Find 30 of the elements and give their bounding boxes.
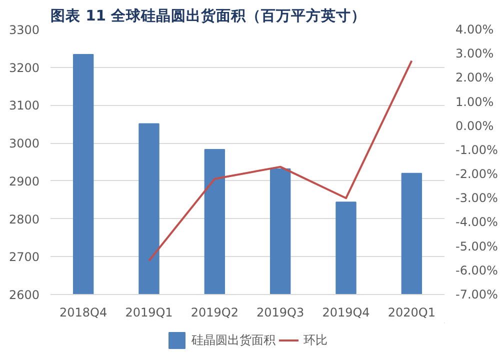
x-tick-label: 2019Q4 (322, 306, 370, 320)
y-tick-label: 2700 (8, 250, 40, 264)
legend-label: 硅晶圆出货面积 (192, 332, 276, 348)
y-tick-label: 3100 (8, 98, 40, 113)
x-tick-label: 2019Q2 (190, 306, 238, 320)
x-tick-label: 2019Q1 (125, 306, 173, 320)
y2-tick-label: -2.00% (456, 167, 498, 182)
y2-tick-label: 2.00% (456, 70, 494, 85)
y-tick-label: 3300 (8, 23, 40, 37)
y2-tick-label: -6.00% (456, 263, 498, 278)
y2-tick-label: -1.00% (456, 142, 498, 157)
y2-tick-label: 4.00% (456, 22, 494, 36)
y2-tick-label: 1.00% (456, 94, 494, 109)
chart-title: 图表 11 全球硅晶圆出货面积（百万平方英寸） (50, 6, 366, 24)
x-tick-label: 2018Q4 (60, 306, 108, 320)
y2-tick-label: -7.00% (456, 288, 498, 302)
legend-label: 环比 (304, 332, 328, 348)
y-tick-label: 2600 (8, 288, 40, 302)
y-tick-label: 2900 (8, 174, 40, 188)
y2-tick-label: 3.00% (456, 46, 494, 61)
y2-tick-label: -3.00% (456, 191, 498, 206)
x-tick-label: 2019Q3 (256, 306, 304, 320)
y2-tick-label: 0.00% (456, 118, 494, 133)
y-tick-label: 3200 (8, 60, 40, 75)
y2-tick-label: -5.00% (456, 239, 498, 254)
x-tick-label: 2020Q1 (388, 306, 436, 320)
y2-tick-label: -4.00% (456, 215, 498, 230)
line-series (148, 60, 413, 262)
y-tick-label: 2800 (8, 212, 40, 226)
y-tick-label: 3000 (8, 136, 40, 151)
